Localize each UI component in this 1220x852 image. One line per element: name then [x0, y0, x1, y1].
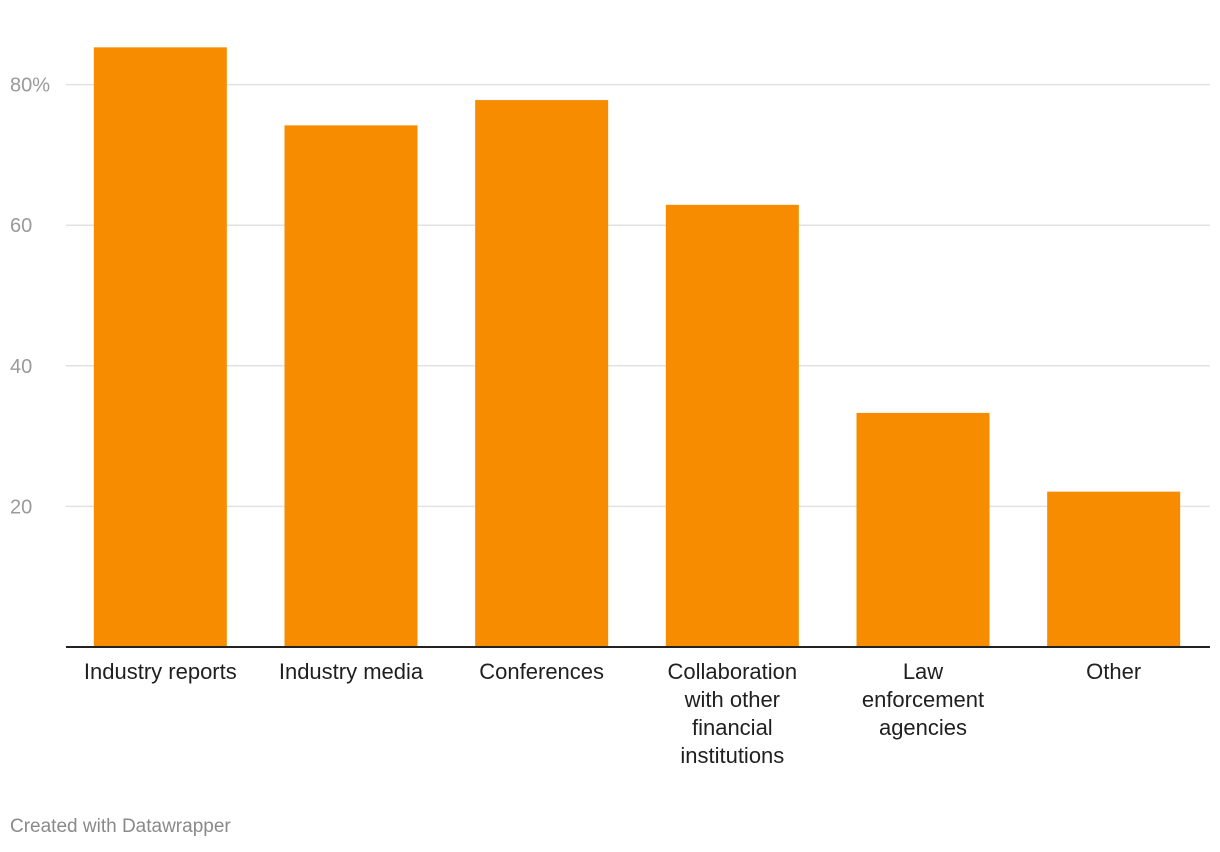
y-tick-label: 80%: [10, 75, 50, 97]
x-tick-label: Industry media: [279, 659, 424, 684]
x-tick-label: Industry reports: [84, 659, 237, 684]
x-axis-labels: Industry reports Industry media Conference…: [84, 659, 1141, 768]
gridlines: [66, 83, 1210, 508]
x-tick-label: Law enforcement agencies: [862, 659, 984, 740]
y-axis-ticks: 20 40 60 80%: [10, 75, 50, 519]
bar: [665, 204, 799, 648]
y-tick-label: 60: [10, 215, 32, 237]
bars: [93, 47, 1181, 648]
y-tick-label: 40: [10, 356, 32, 378]
bar-chart: 20 40 60 80% Industry reports Industry media…: [10, 47, 1210, 768]
bar: [93, 47, 227, 647]
y-tick-label: 20: [10, 496, 32, 518]
footer-credit: Created with Datawrapper: [10, 816, 231, 837]
bar: [475, 100, 609, 648]
x-tick-label: Collaboration with other financial institut…: [668, 659, 798, 768]
bar: [856, 412, 990, 647]
x-tick-label: Conferences: [479, 659, 604, 684]
x-tick-label: Other: [1086, 659, 1141, 684]
bar: [1047, 491, 1181, 647]
bar: [284, 125, 418, 647]
